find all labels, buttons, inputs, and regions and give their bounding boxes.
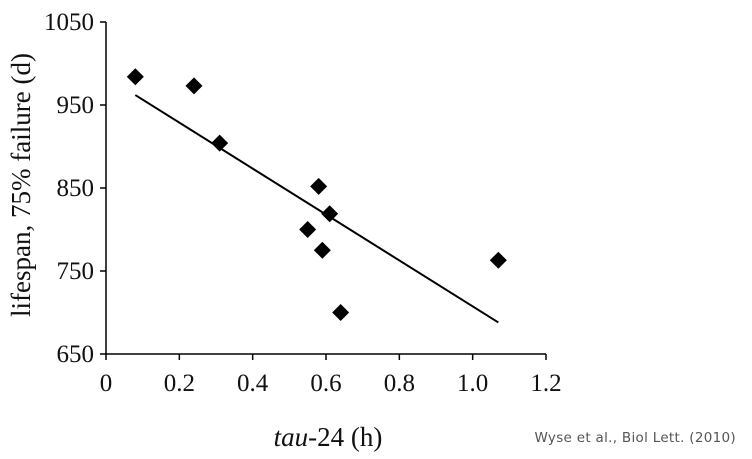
x-axis-ticks: 0 0.2 0.4 0.6 0.8 1.0 1.2 [100,354,562,397]
data-point [332,304,350,321]
x-tick-label: 0.4 [237,370,269,397]
y-axis-label: lifespan, 75% failure (d) [6,53,36,317]
data-point [126,68,144,86]
data-point [211,134,229,152]
axes [105,22,546,355]
source-credit: Wyse et al., Biol Lett. (2010) [534,430,736,446]
x-axis-label: tau-24 (h) [274,422,383,452]
data-point [313,241,331,259]
x-tick-label: 0.6 [310,370,341,397]
data-point [489,251,507,269]
x-tick-label: 0.8 [384,370,415,397]
y-tick-label: 950 [57,92,95,119]
data-point [310,177,328,195]
y-tick-label: 750 [57,258,95,285]
x-tick-label: 0 [100,370,113,397]
trend-line [134,94,499,324]
y-tick-label: 1050 [44,9,94,36]
data-points [126,68,507,321]
y-tick-label: 850 [57,175,95,202]
x-tick-label: 0.2 [164,370,195,397]
x-tick-label: 1.0 [457,370,488,397]
data-point [321,205,339,223]
data-point [299,221,317,238]
data-point [185,77,203,95]
y-axis-ticks: 650 750 850 950 1050 [44,9,106,368]
y-tick-label: 650 [57,341,95,368]
x-tick-label: 1.2 [530,370,561,397]
